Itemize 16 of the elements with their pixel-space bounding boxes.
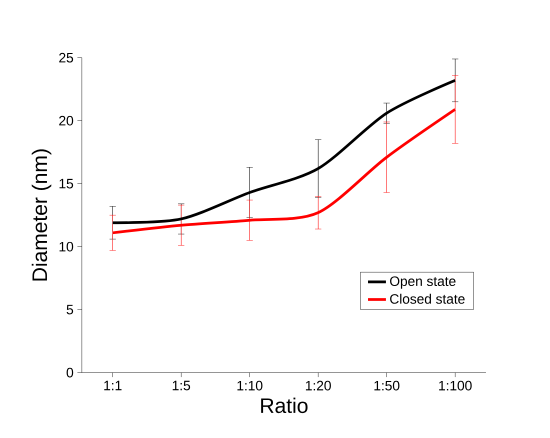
y-tick-label: 5 (66, 305, 74, 315)
x-tick-label: 1:100 (439, 380, 472, 391)
x-tick-label: 1:10 (237, 380, 262, 391)
legend-label: Open state (390, 276, 456, 289)
y-axis-title: Diameter (nm) (32, 150, 52, 281)
y-tick-label: 10 (60, 242, 74, 252)
x-tick-label: 1:1 (104, 380, 122, 390)
y-tick-label: 15 (60, 179, 74, 189)
x-tick-label: 1:5 (172, 380, 190, 390)
y-tick-label: 20 (59, 116, 74, 126)
y-tick-label: 0 (66, 368, 74, 378)
x-tick-label: 1:50 (374, 380, 400, 391)
legend-label: Closed state (390, 294, 465, 304)
x-tick-label: 1:20 (306, 380, 331, 391)
y-tick-label: 25 (59, 53, 74, 63)
x-axis-title: Ratio (261, 398, 308, 414)
